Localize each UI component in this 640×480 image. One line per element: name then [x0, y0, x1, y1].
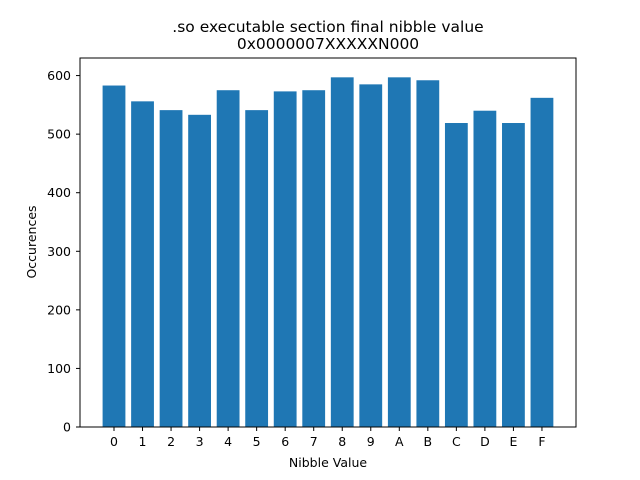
bar-0 — [102, 85, 126, 427]
y-tick-label-300: 300 — [47, 244, 71, 259]
x-tick-label-F: F — [538, 434, 545, 449]
bar-3 — [188, 114, 211, 427]
y-tick-label-600: 600 — [47, 68, 71, 83]
y-tick-label-100: 100 — [47, 361, 71, 376]
x-tick-label-5: 5 — [253, 434, 261, 449]
x-tick-label-B: B — [424, 434, 433, 449]
bar-9 — [359, 84, 383, 428]
x-tick-label-E: E — [509, 434, 517, 449]
y-tick-label-400: 400 — [47, 185, 71, 200]
bar-5 — [245, 110, 269, 427]
x-tick-label-7: 7 — [310, 434, 318, 449]
x-tick-label-4: 4 — [224, 434, 232, 449]
bars-group — [102, 77, 554, 428]
x-tick-label-C: C — [452, 434, 461, 449]
x-tick-label-8: 8 — [338, 434, 346, 449]
x-tick-label-D: D — [480, 434, 490, 449]
x-tick-label-1: 1 — [139, 434, 147, 449]
bar-7 — [302, 90, 326, 428]
x-tick-label-9: 9 — [367, 434, 375, 449]
x-axis-label: Nibble Value — [289, 455, 367, 470]
bar-4 — [216, 90, 240, 428]
x-tick-label-A: A — [395, 434, 404, 449]
x-tick-label-3: 3 — [196, 434, 204, 449]
bar-F — [530, 97, 554, 427]
x-tick-label-0: 0 — [110, 434, 118, 449]
bar-C — [444, 123, 468, 427]
plot-frame — [79, 57, 577, 428]
y-axis: 0 100 200 300 400 500 600 — [47, 68, 80, 435]
bar-A — [387, 77, 411, 427]
bar-D — [473, 110, 497, 428]
y-tick-label-500: 500 — [47, 127, 71, 142]
bar-B — [416, 80, 440, 427]
bar-8 — [330, 77, 354, 427]
y-tick-label-0: 0 — [63, 420, 71, 435]
y-tick-label-200: 200 — [47, 302, 71, 317]
bar-E — [502, 123, 525, 427]
chart-title-line-1: .so executable section final nibble valu… — [172, 18, 483, 36]
chart-title-line-2: 0x0000007XXXXXN000 — [237, 35, 419, 53]
bar-6 — [273, 91, 297, 427]
x-tick-label-6: 6 — [281, 434, 289, 449]
x-axis: 0 1 2 3 4 5 6 7 8 9 A B C D E F — [110, 427, 546, 449]
bar-1 — [131, 101, 154, 427]
bar-2 — [159, 110, 183, 427]
y-axis-label: Occurences — [24, 205, 39, 278]
x-tick-label-2: 2 — [167, 434, 175, 449]
